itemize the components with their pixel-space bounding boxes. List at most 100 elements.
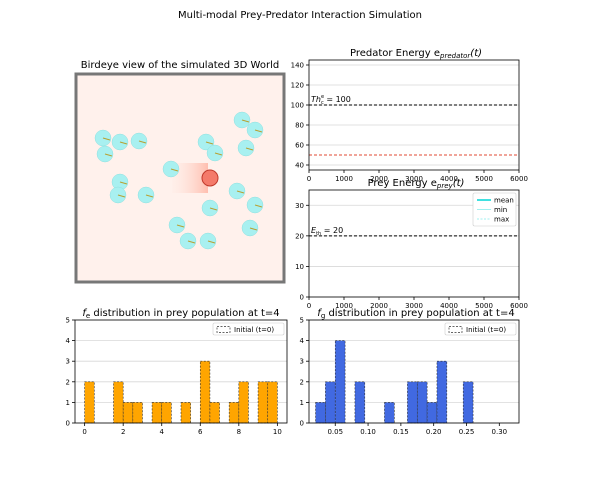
histogram-bar xyxy=(238,381,249,424)
threshold-annotation: The c = 100 xyxy=(311,94,351,106)
x-tick-label: 4 xyxy=(159,428,164,436)
x-tick-label: 0.10 xyxy=(360,428,376,436)
histogram-bar xyxy=(462,381,474,424)
prey-heading xyxy=(117,194,126,198)
annotation-tail: = 20 xyxy=(321,226,343,235)
histogram-bar xyxy=(315,402,326,424)
prey-heading xyxy=(241,119,250,123)
prey-heading xyxy=(209,207,218,211)
x-tick-label: 0 xyxy=(82,428,86,436)
histogram-bar xyxy=(84,381,95,424)
x-tick-label: 0.15 xyxy=(393,428,409,436)
legend-box xyxy=(444,322,517,336)
x-tick-label: 0.30 xyxy=(492,428,508,436)
prey-heading xyxy=(214,152,223,156)
x-tick-label: 4000 xyxy=(440,175,458,183)
fg-histogram: fg distribution in prey population at t=… xyxy=(300,308,520,436)
y-tick-label: 10 xyxy=(295,263,304,271)
x-tick-label: 0 xyxy=(307,302,311,310)
y-tick-label: 60 xyxy=(295,142,304,150)
annotation-tail: = 100 xyxy=(324,95,351,104)
y-tick-label: 0 xyxy=(300,294,304,302)
axes-frame xyxy=(308,319,520,424)
legend: Initial (t=0) xyxy=(212,322,285,336)
prey-heading xyxy=(207,240,216,244)
histogram-bar xyxy=(267,381,278,424)
legend-box xyxy=(212,322,285,336)
x-tick-label: 5000 xyxy=(475,175,493,183)
x-tick-label: 0.20 xyxy=(426,428,442,436)
annotation-sub: th xyxy=(316,231,321,237)
y-tick-label: 5 xyxy=(300,317,304,325)
x-tick-label: 6 xyxy=(198,428,203,436)
histogram-bar xyxy=(228,402,240,424)
figure-title: Multi-modal Prey-Predator Interaction Si… xyxy=(178,10,422,21)
y-tick-label: 4 xyxy=(66,337,71,345)
histogram-bar xyxy=(122,402,134,424)
prey-energy-chart: Prey Energy eprey(t) Eth = 200 1000 2000 30… xyxy=(295,178,528,310)
histogram-bar xyxy=(416,381,428,424)
histogram-bar xyxy=(151,402,163,424)
annotation-sub: c xyxy=(321,100,324,106)
fe-histogram: fe distribution in prey population at t=… xyxy=(66,308,288,436)
x-tick-label: 1000 xyxy=(335,302,353,310)
prey-energy-title: Prey Energy eprey(t) xyxy=(368,178,465,190)
legend-label: Initial (t=0) xyxy=(234,326,274,334)
prey-heading xyxy=(249,227,258,231)
predator-agent xyxy=(201,169,219,187)
x-tick-label: 10 xyxy=(273,428,282,436)
histogram-bar xyxy=(354,381,366,424)
x-tick-label: 2000 xyxy=(370,302,388,310)
x-tick-label: 3000 xyxy=(405,302,423,310)
histogram-bar xyxy=(384,402,395,424)
prey-heading xyxy=(176,224,185,228)
legend-label: max xyxy=(494,216,509,224)
y-tick-label: 120 xyxy=(291,82,304,90)
y-tick-label: 3 xyxy=(66,358,70,366)
x-tick-label: 2 xyxy=(121,428,125,436)
y-tick-label: 20 xyxy=(295,232,304,240)
world-title: Birdeye view of the simulated 3D World xyxy=(81,60,279,71)
prey-heading xyxy=(145,194,154,198)
prey-heading xyxy=(104,153,113,157)
x-tick-label: 6000 xyxy=(510,302,528,310)
histogram-bar xyxy=(407,381,418,424)
fe-histogram-title: fe distribution in prey population at t=… xyxy=(82,308,279,320)
y-tick-label: 1 xyxy=(66,399,70,407)
legend-box xyxy=(472,192,517,227)
axes-frame xyxy=(74,319,288,424)
y-tick-label: 5 xyxy=(66,317,70,325)
prey-heading xyxy=(245,147,254,151)
histogram-bar xyxy=(132,402,143,424)
threshold-annotation: Eth = 20 xyxy=(311,226,343,237)
y-tick-label: 3 xyxy=(300,358,304,366)
predator-energy-chart: Predator Energy epredator(t) The c = 100 0… xyxy=(291,48,528,183)
y-tick-label: 2 xyxy=(66,378,70,386)
legend-label: Initial (t=0) xyxy=(466,326,506,334)
legend-label: min xyxy=(494,206,507,214)
legend-label: mean xyxy=(494,197,514,205)
fg-histogram-title: fg distribution in prey population at t=… xyxy=(317,308,514,320)
y-tick-label: 1 xyxy=(300,399,304,407)
prey-heading xyxy=(138,140,147,144)
predator-energy-title: Predator Energy epredator(t) xyxy=(350,48,482,60)
histogram-bar xyxy=(325,381,336,424)
annotation-sup: e xyxy=(321,94,324,100)
x-tick-label: 0 xyxy=(307,175,311,183)
predator-layer xyxy=(201,169,219,187)
prey-heading xyxy=(102,137,111,141)
histogram-bar xyxy=(199,360,211,424)
x-tick-label: 4000 xyxy=(440,302,458,310)
prey-heading xyxy=(254,129,263,133)
histogram-bar xyxy=(257,381,269,424)
annotation-main: E xyxy=(311,226,317,235)
histogram-bar xyxy=(209,402,220,424)
histogram-bar xyxy=(426,402,438,424)
prey-heading xyxy=(254,204,263,208)
y-tick-label: 140 xyxy=(291,62,304,70)
prey-layer xyxy=(94,111,264,250)
prey-heading xyxy=(205,141,214,145)
x-tick-label: 2000 xyxy=(370,175,388,183)
prey-heading xyxy=(170,168,179,172)
